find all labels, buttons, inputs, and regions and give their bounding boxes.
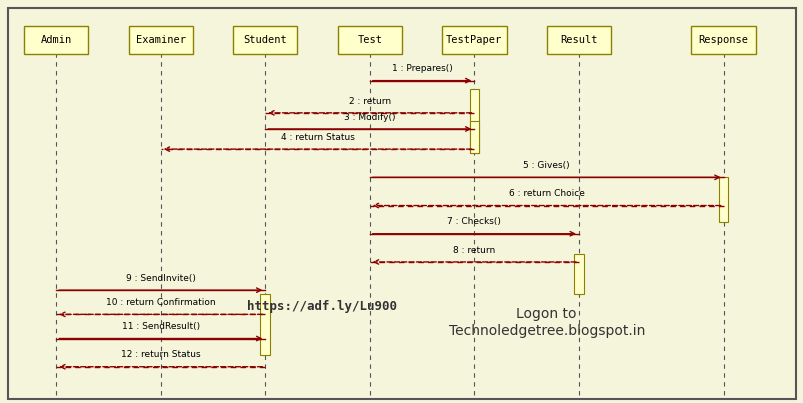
Text: https://adf.ly/Lu900: https://adf.ly/Lu900 — [247, 300, 396, 313]
Bar — [573, 254, 583, 294]
FancyBboxPatch shape — [442, 26, 506, 54]
Text: 12 : return Status: 12 : return Status — [120, 351, 201, 359]
Text: 9 : SendInvite(): 9 : SendInvite() — [126, 274, 195, 283]
FancyBboxPatch shape — [128, 26, 193, 54]
Text: Logon to
Technoledgetree.blogspot.in: Logon to Technoledgetree.blogspot.in — [448, 307, 644, 337]
Bar — [469, 89, 479, 153]
Text: Examiner: Examiner — [136, 35, 185, 45]
Text: 7 : Checks(): 7 : Checks() — [446, 218, 501, 226]
Text: Result: Result — [560, 35, 597, 45]
FancyBboxPatch shape — [691, 26, 755, 54]
Text: 6 : return Choice: 6 : return Choice — [508, 189, 584, 198]
Bar — [260, 294, 270, 355]
Text: 1 : Prepares(): 1 : Prepares() — [391, 64, 452, 73]
Text: 11 : SendResult(): 11 : SendResult() — [121, 322, 200, 331]
Text: 5 : Gives(): 5 : Gives() — [523, 161, 569, 170]
Text: TestPaper: TestPaper — [446, 35, 502, 45]
FancyBboxPatch shape — [24, 26, 88, 54]
Text: Student: Student — [243, 35, 287, 45]
FancyBboxPatch shape — [337, 26, 402, 54]
Text: 2 : return: 2 : return — [349, 97, 390, 106]
Text: 8 : return: 8 : return — [453, 246, 495, 255]
Text: Test: Test — [357, 35, 382, 45]
Text: 3 : Modify(): 3 : Modify() — [344, 113, 395, 122]
FancyBboxPatch shape — [233, 26, 297, 54]
Text: 4 : return Status: 4 : return Status — [280, 133, 354, 142]
Text: Response: Response — [698, 35, 748, 45]
Bar — [718, 177, 728, 222]
FancyBboxPatch shape — [546, 26, 610, 54]
Text: 10 : return Confirmation: 10 : return Confirmation — [106, 298, 215, 307]
Text: Admin: Admin — [41, 35, 71, 45]
Bar — [469, 121, 479, 153]
